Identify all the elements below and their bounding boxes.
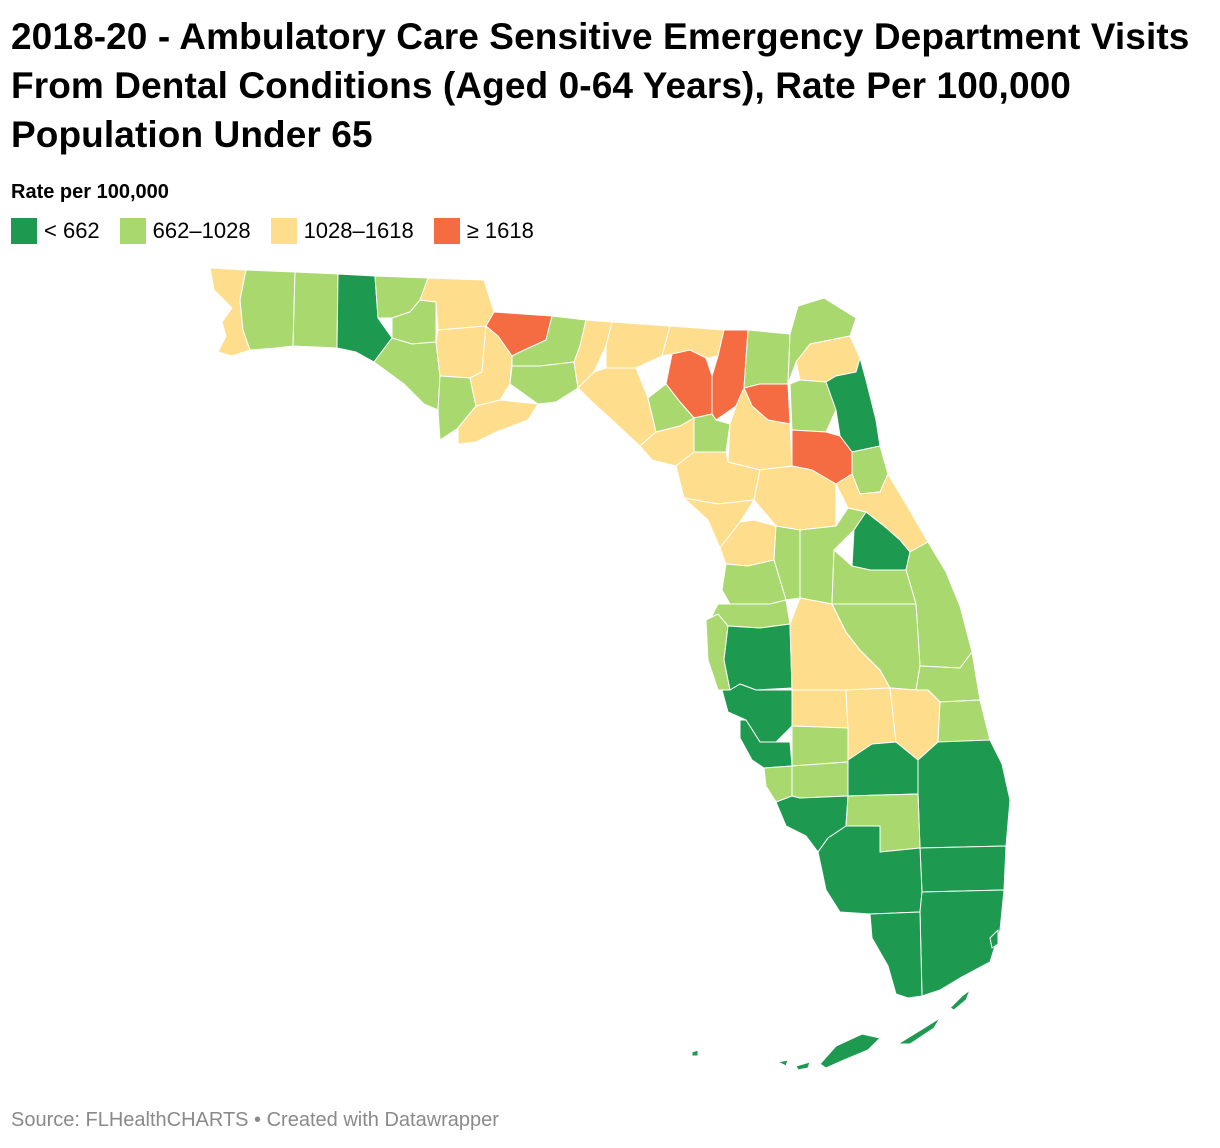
county-region[interactable] [763,765,793,803]
county-region[interactable] [743,329,791,389]
county-region[interactable] [791,761,849,799]
county-region[interactable] [239,269,296,351]
county-region[interactable] [791,725,849,767]
county-region[interactable] [457,399,539,445]
county-region[interactable] [897,1017,941,1045]
county-region[interactable] [435,325,487,379]
county-region[interactable] [817,825,923,915]
county-region[interactable] [292,271,339,349]
legend-swatch-low [119,218,146,244]
county-region[interactable] [721,559,787,605]
legend-label-high: 1028–1618 [303,218,414,243]
legend-item-lowest: < 662 [11,218,100,244]
county-region[interactable] [989,929,999,949]
legend-swatch-lowest [11,218,37,244]
county-region[interactable] [605,321,671,369]
county-region[interactable] [777,1059,789,1067]
county-region[interactable] [791,689,849,729]
county-region[interactable] [721,683,793,743]
legend-swatch-high [270,218,297,244]
legend-title: Rate per 100,000 [11,181,169,203]
county-region[interactable] [819,1033,881,1069]
county-region[interactable] [937,699,991,745]
county-region[interactable] [693,413,731,453]
county-region[interactable] [509,361,579,405]
legend: < 662 662–1028 1028–1618 ≥ 1618 [11,218,554,244]
legend-label-highest: ≥ 1618 [466,218,534,243]
county-region[interactable] [739,719,793,769]
legend-item-highest: ≥ 1618 [433,218,534,244]
county-region[interactable] [723,623,793,691]
legend-label-low: 662–1028 [152,218,251,243]
county-region[interactable] [373,337,441,411]
county-region[interactable] [869,911,923,999]
county-region[interactable] [917,739,1011,849]
legend-swatch-highest [433,218,460,244]
county-region[interactable] [795,1061,811,1071]
chart-title: 2018-20 - Ambulatory Care Sensitive Emer… [11,16,1190,155]
county-region[interactable] [691,1049,699,1057]
legend-item-low: 662–1028 [119,218,251,244]
legend-item-high: 1028–1618 [270,218,414,244]
county-region[interactable] [949,989,971,1011]
county-region[interactable] [919,845,1007,893]
county-region[interactable] [577,367,657,447]
source-note: Source: FLHealthCHARTS • Created with Da… [11,1109,499,1131]
legend-label-lowest: < 662 [44,218,100,243]
florida-county-map [209,267,1011,1071]
